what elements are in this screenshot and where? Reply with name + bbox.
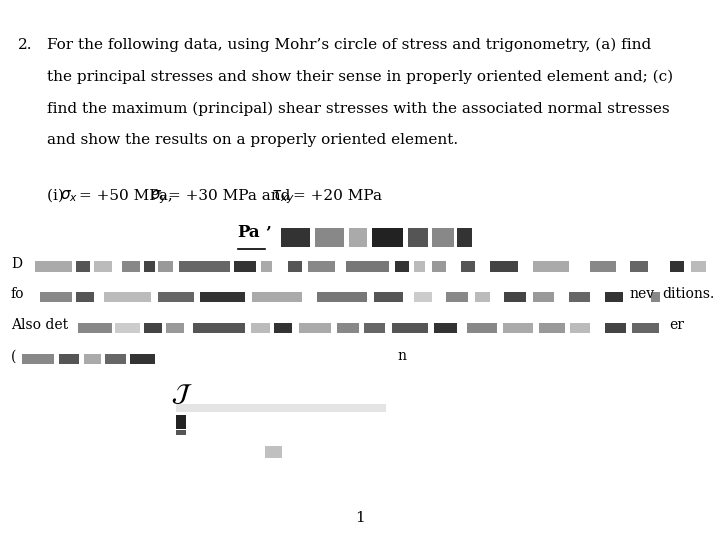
Bar xyxy=(200,292,245,302)
Bar xyxy=(317,292,367,302)
Bar xyxy=(590,261,616,272)
Bar xyxy=(605,292,623,302)
Bar xyxy=(251,323,270,333)
Bar xyxy=(274,323,292,333)
Bar xyxy=(76,261,90,272)
Text: ’: ’ xyxy=(265,224,271,241)
Text: = +30 MPa and: = +30 MPa and xyxy=(168,189,290,203)
Text: $\sigma_x$: $\sigma_x$ xyxy=(60,189,78,205)
Bar xyxy=(261,261,272,272)
Bar xyxy=(408,228,428,247)
Text: and show the results on a properly oriented element.: and show the results on a properly orien… xyxy=(47,133,458,147)
Text: the principal stresses and show their sense in properly oriented element and; (c: the principal stresses and show their se… xyxy=(47,70,673,84)
Text: For the following data, using Mohr’s circle of stress and trigonometry, (a) find: For the following data, using Mohr’s cir… xyxy=(47,38,651,52)
Bar xyxy=(281,228,310,247)
Bar xyxy=(490,261,518,272)
Bar xyxy=(252,292,302,302)
Bar xyxy=(392,323,428,333)
Bar xyxy=(533,261,569,272)
Bar xyxy=(308,261,335,272)
Text: Pa: Pa xyxy=(238,224,260,241)
Bar xyxy=(315,228,344,247)
Bar xyxy=(179,261,230,272)
Bar xyxy=(461,261,475,272)
Bar xyxy=(651,292,660,302)
Bar xyxy=(569,292,590,302)
Bar xyxy=(504,292,526,302)
Text: $\tau_{xy}$: $\tau_{xy}$ xyxy=(271,189,295,206)
Bar xyxy=(176,404,386,412)
Bar xyxy=(349,228,367,247)
Bar xyxy=(533,292,554,302)
Bar xyxy=(288,261,302,272)
Bar xyxy=(59,354,79,364)
Bar xyxy=(158,261,173,272)
Bar xyxy=(234,261,256,272)
Text: 1: 1 xyxy=(355,511,365,525)
Bar xyxy=(40,292,72,302)
Bar xyxy=(570,323,590,333)
Bar xyxy=(372,228,403,247)
Text: $\mathcal{J}$: $\mathcal{J}$ xyxy=(171,382,193,406)
Bar xyxy=(193,323,245,333)
Bar xyxy=(22,354,54,364)
Bar xyxy=(158,292,194,302)
Bar xyxy=(414,292,432,302)
Bar xyxy=(130,354,155,364)
Bar xyxy=(457,228,472,247)
Bar xyxy=(630,261,648,272)
Bar xyxy=(446,292,468,302)
Bar xyxy=(104,292,151,302)
Text: nev: nev xyxy=(629,287,654,301)
Bar xyxy=(76,292,94,302)
Bar xyxy=(166,323,184,333)
Bar xyxy=(176,430,186,435)
Text: (i): (i) xyxy=(47,189,68,203)
Text: n: n xyxy=(397,349,407,363)
Bar xyxy=(475,292,490,302)
Bar xyxy=(78,323,112,333)
Bar xyxy=(265,446,282,458)
Text: ditions.: ditions. xyxy=(662,287,715,301)
Bar xyxy=(122,261,140,272)
Text: 2.: 2. xyxy=(18,38,32,52)
Bar xyxy=(144,323,162,333)
Bar xyxy=(144,261,155,272)
Bar xyxy=(105,354,126,364)
Bar xyxy=(35,261,72,272)
Text: Also det: Also det xyxy=(11,318,68,332)
Text: = +50 MPa,: = +50 MPa, xyxy=(79,189,173,203)
Text: D: D xyxy=(11,257,22,271)
Text: er: er xyxy=(670,318,685,332)
Bar xyxy=(176,415,186,429)
Bar xyxy=(434,323,457,333)
Text: (: ( xyxy=(11,349,16,363)
Bar xyxy=(467,323,497,333)
Bar xyxy=(346,261,389,272)
Bar xyxy=(414,261,425,272)
Bar xyxy=(432,261,446,272)
Bar xyxy=(691,261,706,272)
Bar xyxy=(299,323,331,333)
Bar xyxy=(94,261,112,272)
Text: find the maximum (principal) shear stresses with the associated normal stresses: find the maximum (principal) shear stres… xyxy=(47,101,670,115)
Bar xyxy=(605,323,626,333)
Bar xyxy=(632,323,659,333)
Bar xyxy=(670,261,684,272)
Text: $\sigma_y$: $\sigma_y$ xyxy=(150,189,168,206)
Bar xyxy=(84,354,101,364)
Bar xyxy=(539,323,565,333)
Bar xyxy=(364,323,385,333)
Bar xyxy=(337,323,359,333)
Bar xyxy=(432,228,454,247)
Bar xyxy=(395,261,409,272)
Bar xyxy=(374,292,403,302)
Bar xyxy=(503,323,533,333)
Text: fo: fo xyxy=(11,287,24,301)
Bar xyxy=(115,323,140,333)
Text: = +20 MPa: = +20 MPa xyxy=(293,189,382,203)
